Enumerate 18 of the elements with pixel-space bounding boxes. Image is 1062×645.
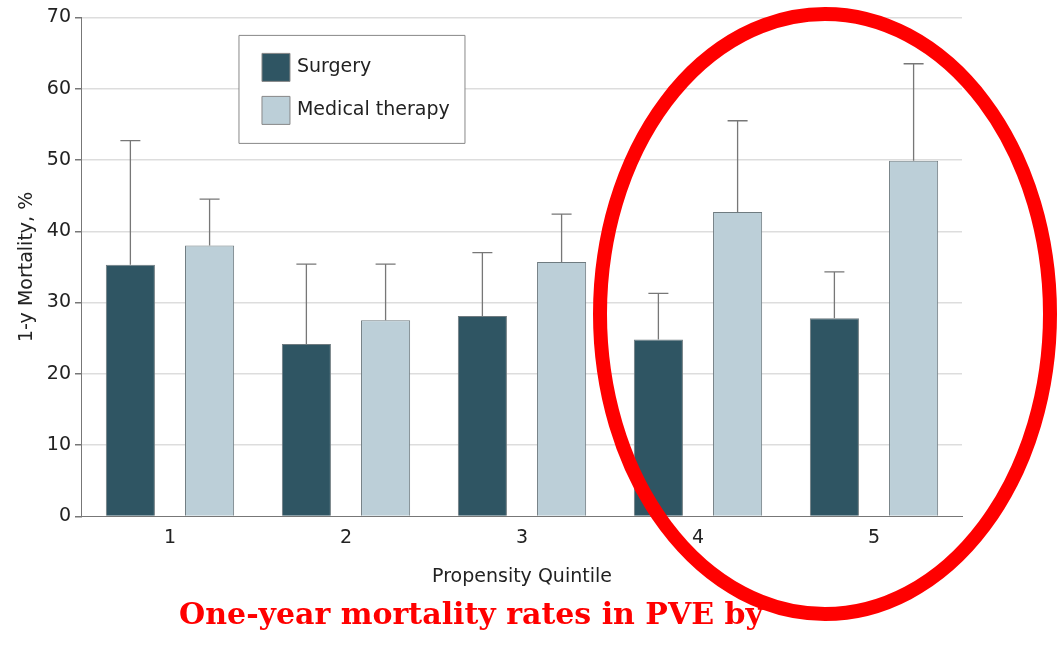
x-tick-label: 3 <box>515 524 529 547</box>
y-tick-label: 60 <box>46 75 71 98</box>
y-tick-label: 70 <box>46 4 71 27</box>
y-tick-label: 10 <box>46 432 71 455</box>
x-tick-label: 5 <box>867 524 881 547</box>
x-tick-label: 1 <box>163 524 177 547</box>
legend-label: Medical therapy <box>296 97 450 120</box>
y-tick-label: 0 <box>58 503 71 526</box>
y-tick-label: 50 <box>46 146 71 169</box>
y-tick-label: 20 <box>46 360 71 383</box>
x-axis-title: Propensity Quintile <box>432 563 612 586</box>
y-axis-title: 1-y Mortality, % <box>14 191 37 342</box>
legend-label: Surgery <box>296 54 372 77</box>
x-tick-label: 2 <box>339 524 353 547</box>
y-tick-label: 40 <box>46 218 71 241</box>
text: One-year mortality rates in PVE by <box>178 596 765 631</box>
y-tick-label: 30 <box>46 289 71 312</box>
x-tick-label: 4 <box>691 524 705 547</box>
